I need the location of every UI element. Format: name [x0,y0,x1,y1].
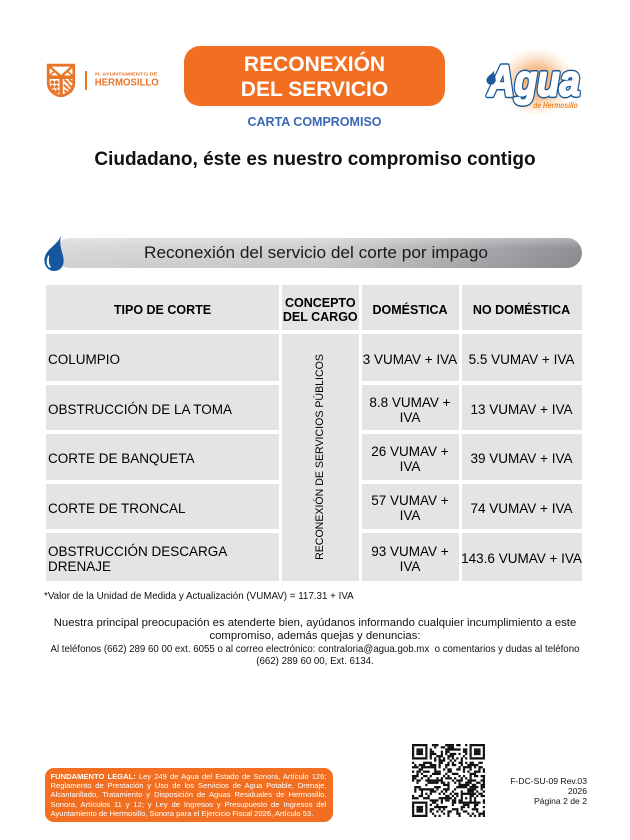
svg-text:Reconexión del servicio del co: Reconexión del servicio del corte por im… [144,244,488,262]
svg-text:Agua: Agua [487,57,580,106]
svg-text:H. AYUNTAMIENTO DE: H. AYUNTAMIENTO DE [95,71,158,76]
svg-text:Agua: Agua [487,57,580,106]
svg-text:de Hermosillo: de Hermosillo [533,101,578,110]
svg-text:HERMOSILLO: HERMOSILLO [95,77,159,88]
